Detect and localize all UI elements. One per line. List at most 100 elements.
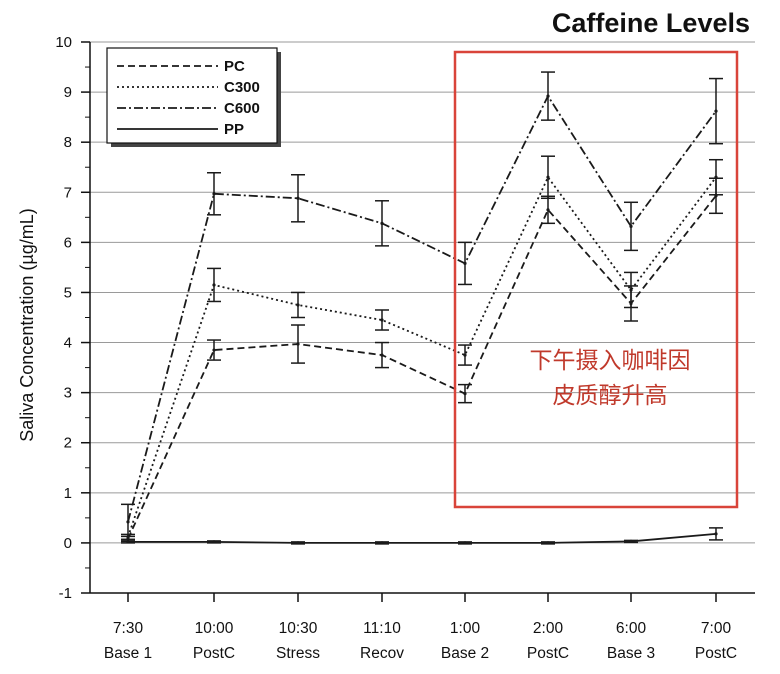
error-bar-c300-5 <box>541 155 555 200</box>
x-tick-phase-0: Base 1 <box>104 645 152 662</box>
x-tick-time-2: 10:30 <box>279 620 318 637</box>
error-bar-pc-5 <box>541 195 555 225</box>
error-bar-pp-4 <box>458 541 472 545</box>
x-tick-phase-7: PostC <box>695 645 737 662</box>
y-tick-label-10: 9 <box>64 84 72 101</box>
data-point <box>546 541 550 545</box>
data-point <box>714 532 718 536</box>
error-bar-pc-1 <box>207 339 221 361</box>
x-tick-phase-1: PostC <box>193 645 235 662</box>
error-bar-c600-4 <box>458 241 472 286</box>
data-point <box>380 221 384 225</box>
error-bar-c300-2 <box>291 291 305 319</box>
error-bar-c300-3 <box>375 309 389 331</box>
series-line-c300 <box>127 175 717 538</box>
data-point <box>546 94 550 98</box>
chart-title: Caffeine Levels <box>552 8 750 38</box>
y-tick-label-2: 1 <box>64 485 72 502</box>
data-point <box>463 392 467 396</box>
data-point <box>629 224 633 228</box>
error-bar-c600-5 <box>541 71 555 121</box>
error-bar-pp-0 <box>121 540 135 544</box>
error-bar-c300-4 <box>458 344 472 366</box>
y-tick-label-7: 6 <box>64 234 72 251</box>
annotation-box <box>453 50 739 509</box>
series-line-pc <box>127 195 717 540</box>
series-line-pp <box>128 532 717 544</box>
legend-box <box>106 47 278 144</box>
y-tick-label-3: 2 <box>64 435 72 452</box>
legend-label-pp: PP <box>224 121 244 138</box>
error-bar-pp-7 <box>709 527 723 541</box>
error-bar-c300-7 <box>709 158 723 196</box>
legend: PC C300 C600 PP <box>106 47 281 147</box>
data-point <box>212 283 216 287</box>
error-bar-pc-3 <box>375 341 389 369</box>
error-bar-c600-3 <box>375 200 389 247</box>
x-tick-phase-2: Stress <box>276 645 320 662</box>
data-point <box>629 539 633 544</box>
y-tick-label-9: 8 <box>64 134 72 151</box>
y-tick-label-5: 4 <box>64 335 72 352</box>
data-point <box>546 175 550 179</box>
data-point <box>380 541 384 545</box>
error-bar-pp-5 <box>541 541 555 545</box>
annotation: 下午摄入咖啡因 皮质醇升高 <box>453 50 739 509</box>
data-point <box>463 353 467 357</box>
data-point <box>463 261 467 266</box>
data-point <box>546 208 550 212</box>
data-point <box>380 353 384 357</box>
data-point <box>296 196 300 200</box>
y-tick-label-1: 0 <box>64 535 72 552</box>
error-bar-c600-0 <box>121 503 135 541</box>
data-point <box>380 318 384 322</box>
data-point <box>212 540 216 544</box>
data-point <box>714 109 718 113</box>
x-tick-phase-6: Base 3 <box>607 645 655 662</box>
x-tick-time-5: 2:00 <box>533 620 564 637</box>
y-tick-label-6: 5 <box>64 284 72 301</box>
data-point <box>126 540 130 544</box>
data-point <box>126 520 130 524</box>
x-tick-phase-5: PostC <box>527 645 569 662</box>
gridlines <box>90 41 755 544</box>
y-tick-label-8: 7 <box>64 184 72 201</box>
error-bar-c300-1 <box>207 267 221 303</box>
x-tick-time-1: 10:00 <box>195 620 234 637</box>
data-point <box>296 541 300 545</box>
annotation-line-2: 皮质醇升高 <box>553 383 668 409</box>
y-tick-label-4: 3 <box>64 385 72 402</box>
x-tick-phase-3: Recov <box>360 645 404 662</box>
data-point <box>629 288 633 292</box>
series-lines <box>127 94 717 544</box>
error-bar-c600-6 <box>624 201 638 252</box>
error-bars <box>121 71 723 545</box>
error-bar-c600-2 <box>291 173 305 223</box>
y-tick-label-0: -1 <box>59 585 72 602</box>
data-point <box>463 541 467 545</box>
x-tick-time-6: 6:00 <box>616 620 647 637</box>
legend-label-c300: C300 <box>224 79 260 96</box>
data-point <box>212 348 216 352</box>
error-bar-pp-1 <box>207 540 221 544</box>
error-bar-c600-7 <box>709 77 723 145</box>
error-bar-c300-6 <box>624 271 638 309</box>
error-bar-pc-4 <box>458 383 472 404</box>
error-bar-pp-3 <box>375 541 389 545</box>
y-axis-label: Saliva Concentration (µg/mL) <box>17 208 37 441</box>
x-tick-phase-4: Base 2 <box>441 645 489 662</box>
x-tick-time-7: 7:00 <box>701 620 732 637</box>
annotation-line-1: 下午摄入咖啡因 <box>530 348 691 374</box>
x-tick-time-3: 11:10 <box>363 620 401 637</box>
error-bar-pp-2 <box>291 541 305 545</box>
data-point <box>212 192 216 196</box>
error-bar-c600-1 <box>207 171 221 216</box>
data-point <box>714 175 718 179</box>
axes: -1 0 1 2 3 4 5 6 7 8 9 10 7:30 Base 1 10:00 PostC 10:30 S… <box>55 34 755 662</box>
legend-label-pc: PC <box>224 58 245 75</box>
data-point <box>296 342 300 346</box>
series-line-c600 <box>127 94 717 523</box>
data-point <box>296 303 300 307</box>
error-bar-pp-6 <box>624 539 638 544</box>
